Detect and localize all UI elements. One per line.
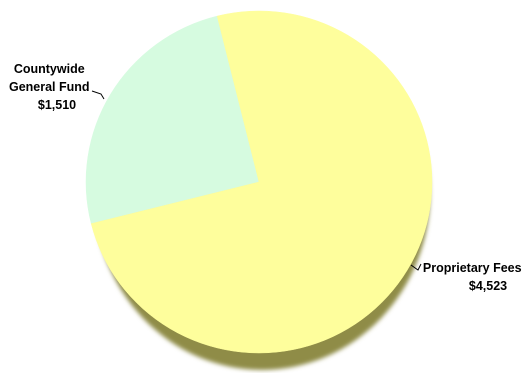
pie-slice-proprietary-fees xyxy=(90,10,433,354)
slice-label-countywide-general-fund: Countywide General Fund $1,510 xyxy=(9,62,93,112)
pie-slices xyxy=(85,10,433,354)
leader-line-countywide-general-fund xyxy=(91,90,105,100)
slice-value-proprietary-fees: $4,523 xyxy=(469,279,507,293)
pie-slice-countywide-general-fund xyxy=(85,15,260,224)
leader-line-proprietary-fees xyxy=(410,263,422,271)
slice-label-proprietary-fees: Proprietary Fees $4,523 xyxy=(423,261,525,293)
slice-value-countywide-general-fund: $1,510 xyxy=(38,98,76,112)
